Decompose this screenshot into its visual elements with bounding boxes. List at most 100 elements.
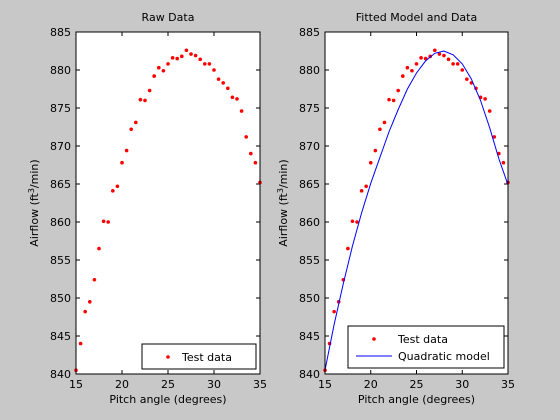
- plot-raw-data: Raw Data 15 20 25 30 35 840 845 850 855 860 865 870 8…: [27, 11, 267, 406]
- data-point: [492, 135, 497, 139]
- data-point: [364, 184, 368, 189]
- y-axis-label-superscript: 3: [27, 188, 36, 193]
- data-point: [221, 81, 225, 85]
- legend-label: Quadratic model: [398, 350, 490, 363]
- x-tick-label: 35: [501, 378, 515, 391]
- data-point: [78, 341, 83, 346]
- data-point: [134, 120, 138, 125]
- y-axis-label-text: Airflow (ft: [28, 192, 41, 246]
- x-tick-label: 30: [455, 378, 469, 391]
- y-tick-label: 875: [299, 102, 320, 115]
- data-point: [455, 62, 460, 66]
- data-point: [433, 48, 437, 53]
- data-point: [460, 68, 465, 72]
- data-point: [405, 65, 410, 70]
- data-point: [400, 74, 405, 78]
- data-point: [239, 109, 244, 113]
- data-point: [396, 88, 401, 93]
- x-tick-label: 30: [207, 378, 221, 391]
- legend-marker-swatch: [372, 337, 376, 341]
- y-axis-label-unit: /min): [28, 159, 41, 188]
- data-point: [147, 88, 152, 93]
- data-point: [332, 309, 336, 314]
- data-point: [124, 148, 129, 153]
- data-point: [92, 277, 97, 282]
- legend-box: [141, 343, 257, 370]
- y-tick-label: 840: [50, 368, 71, 381]
- data-point: [115, 184, 120, 189]
- data-point: [249, 151, 253, 156]
- y-tick-label: 865: [50, 178, 71, 191]
- data-point: [442, 53, 446, 58]
- x-tick-label: 25: [161, 378, 175, 391]
- legend-label: Test data: [397, 333, 448, 346]
- data-point: [180, 54, 184, 59]
- data-point: [138, 97, 143, 102]
- data-point: [184, 48, 189, 53]
- y-tick-label: 850: [50, 292, 71, 305]
- y-tick-label: 850: [299, 292, 320, 305]
- data-point: [111, 189, 115, 193]
- chart-title: Raw Data: [142, 11, 195, 24]
- data-point: [451, 62, 455, 66]
- plot-fitted-model-and-data: Fitted Model and Data 15 20 25 30 35 840 845 850…: [276, 11, 515, 406]
- y-tick-label: 840: [299, 368, 320, 381]
- data-point: [382, 120, 387, 125]
- y-tick-label: 885: [299, 26, 320, 39]
- data-point: [235, 97, 239, 101]
- data-point: [346, 246, 350, 251]
- y-axis-label-unit: /min): [277, 159, 290, 188]
- data-point: [387, 97, 391, 102]
- data-point: [487, 109, 492, 113]
- plot-area: [325, 32, 508, 374]
- data-point: [483, 97, 487, 101]
- data-point: [253, 160, 258, 165]
- data-point: [129, 127, 133, 132]
- legend-marker-swatch: [166, 355, 170, 359]
- data-point: [166, 62, 170, 66]
- data-point: [101, 219, 106, 224]
- data-point: [355, 220, 359, 224]
- legend: Test data Quadratic model: [347, 325, 505, 369]
- data-point: [203, 62, 207, 66]
- x-tick-label: 20: [364, 378, 378, 391]
- y-tick-label: 880: [299, 64, 320, 77]
- y-tick-label: 870: [299, 140, 320, 153]
- y-tick-label: 860: [50, 216, 71, 229]
- data-point: [161, 68, 166, 73]
- data-point: [226, 86, 230, 91]
- data-point: [244, 135, 248, 139]
- data-point: [157, 65, 161, 70]
- x-tick-label: 20: [115, 378, 129, 391]
- data-point: [175, 56, 179, 61]
- y-axis-label: Airflow (ft3/min): [27, 159, 41, 246]
- y-axis-label: Airflow (ft3/min): [276, 159, 290, 246]
- data-point: [368, 160, 373, 165]
- y-tick-label: 885: [50, 26, 71, 39]
- x-tick-label: 15: [318, 378, 332, 391]
- chart-title: Fitted Model and Data: [356, 11, 477, 24]
- x-axis-label: Pitch angle (degrees): [109, 393, 226, 406]
- y-tick-label: 880: [50, 64, 71, 77]
- data-point: [410, 68, 414, 73]
- data-point: [414, 62, 419, 66]
- y-tick-label: 855: [50, 254, 71, 267]
- data-point: [120, 160, 124, 165]
- y-tick-label: 875: [50, 102, 71, 115]
- y-tick-label: 865: [299, 178, 320, 191]
- x-axis-label: Pitch angle (degrees): [358, 393, 475, 406]
- data-point: [198, 57, 202, 62]
- data-point: [216, 77, 221, 81]
- y-axis-label-superscript: 3: [276, 188, 285, 193]
- data-point: [97, 246, 101, 251]
- axes-frame: [75, 31, 261, 375]
- legend-box: [347, 325, 505, 369]
- plot-area: [76, 32, 260, 374]
- data-point: [391, 98, 396, 103]
- data-point: [170, 56, 175, 60]
- y-tick-label: 845: [299, 330, 320, 343]
- data-point: [230, 95, 235, 100]
- data-point: [378, 127, 382, 132]
- data-point: [373, 148, 378, 153]
- axes-frame: [324, 31, 509, 375]
